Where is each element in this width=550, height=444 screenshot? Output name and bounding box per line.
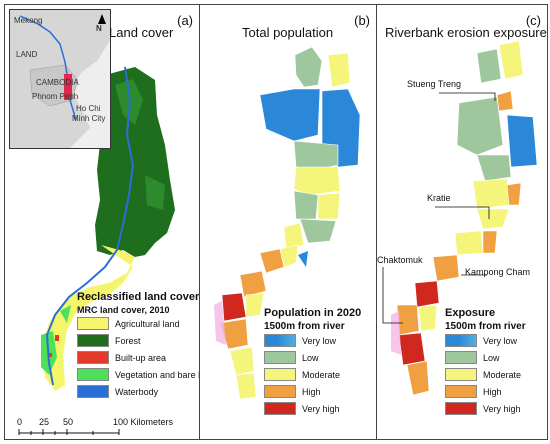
- scale-tick: 0: [17, 417, 23, 427]
- legend-swatch: [77, 334, 109, 347]
- legend-item: Waterbody: [77, 383, 199, 400]
- legend-item: Low: [264, 349, 361, 366]
- legend-swatch: [445, 351, 477, 364]
- legend-item: Very high: [264, 400, 361, 417]
- scale-tick: 100 Kilometers: [113, 417, 174, 427]
- legend-item: Forest: [77, 332, 199, 349]
- panel-b-title: Total population: [242, 25, 334, 40]
- legend-swatch: [264, 334, 296, 347]
- legend-item: Very high: [445, 400, 526, 417]
- inset-label-ho-chi: Ho Chi: [76, 104, 101, 113]
- population-map: [214, 46, 361, 400]
- legend-item: High: [445, 383, 526, 400]
- legend-subtitle: MRC land cover, 2010: [77, 305, 170, 315]
- inset-label-minh-city: Minh City: [72, 114, 106, 123]
- land-cover-map: [41, 66, 175, 391]
- panel-land-cover: Mekong N LAND CAMBODIA Phnom Penh Ho Chi…: [4, 4, 200, 440]
- legend-title: Exposure: [445, 307, 496, 319]
- panel-erosion-exposure: Riverbank erosion exposure (c) Stueng Tr…: [376, 4, 548, 440]
- agri-corridor: [41, 245, 135, 391]
- north-arrow-label: N: [96, 24, 102, 33]
- scale-tick: 25: [39, 417, 50, 427]
- legend-title: Population in 2020: [264, 307, 362, 319]
- legend-item: High: [264, 383, 361, 400]
- legend-title: Reclassified land cover: [77, 291, 200, 303]
- panel-a-label: (a): [177, 13, 193, 28]
- legend-subtitle: 1500m from river: [445, 321, 526, 332]
- legend-swatch: [77, 317, 109, 330]
- legend-item: Built-up area: [77, 349, 199, 366]
- panel-c-title: Riverbank erosion exposure: [385, 25, 547, 40]
- panel-b-label: (b): [354, 13, 370, 28]
- land-cover-legend: Reclassified land cover MRC land cover, …: [77, 291, 200, 400]
- legend-swatch: [264, 385, 296, 398]
- legend-swatch: [445, 368, 477, 381]
- legend-item: Moderate: [445, 366, 526, 383]
- place-chaktomuk: Chaktomuk: [377, 255, 423, 265]
- legend-swatch: [445, 385, 477, 398]
- legend-swatch: [77, 351, 109, 364]
- legend-swatch: [77, 385, 109, 398]
- place-kratie: Kratie: [427, 193, 451, 203]
- legend-item: Agricultural land: [77, 315, 199, 332]
- exposure-map: [382, 40, 538, 396]
- panel-c-label: (c): [525, 13, 541, 28]
- scale-bar: 0 25 50 100 Kilometers: [17, 417, 187, 437]
- locator-inset: Mekong N LAND CAMBODIA Phnom Penh Ho Chi…: [9, 9, 111, 149]
- legend-item: Very low: [445, 332, 526, 349]
- inset-label-land: LAND: [16, 50, 38, 59]
- legend-swatch: [445, 402, 477, 415]
- legend-swatch: [77, 368, 109, 381]
- panel-total-population: Total population (b) Population in 2020 …: [199, 4, 377, 440]
- legend-item: Low: [445, 349, 526, 366]
- inset-label-cambodia: CAMBODIA: [36, 78, 79, 87]
- inset-label-mekong: Mekong: [14, 16, 43, 25]
- panel-a-title: Land cover: [109, 25, 174, 40]
- forest-area: [95, 67, 175, 257]
- inset-label-phnom-penh: Phnom Penh: [32, 92, 79, 101]
- legend-swatch: [264, 368, 296, 381]
- legend-item: Very low: [264, 332, 361, 349]
- exposure-legend: Exposure 1500m from river Very low Low M…: [445, 307, 526, 417]
- legend-swatch: [264, 402, 296, 415]
- legend-swatch: [264, 351, 296, 364]
- population-legend: Population in 2020 1500m from river Very…: [264, 307, 361, 417]
- place-kampong-cham: Kampong Cham: [465, 267, 531, 277]
- legend-subtitle: 1500m from river: [264, 321, 345, 332]
- scale-tick: 50: [63, 417, 74, 427]
- legend-swatch: [445, 334, 477, 347]
- place-stueng-treng: Stueng Treng: [407, 79, 462, 89]
- legend-item: Vegetation and bare land: [77, 366, 199, 383]
- legend-item: Moderate: [264, 366, 361, 383]
- river-line: [45, 66, 135, 386]
